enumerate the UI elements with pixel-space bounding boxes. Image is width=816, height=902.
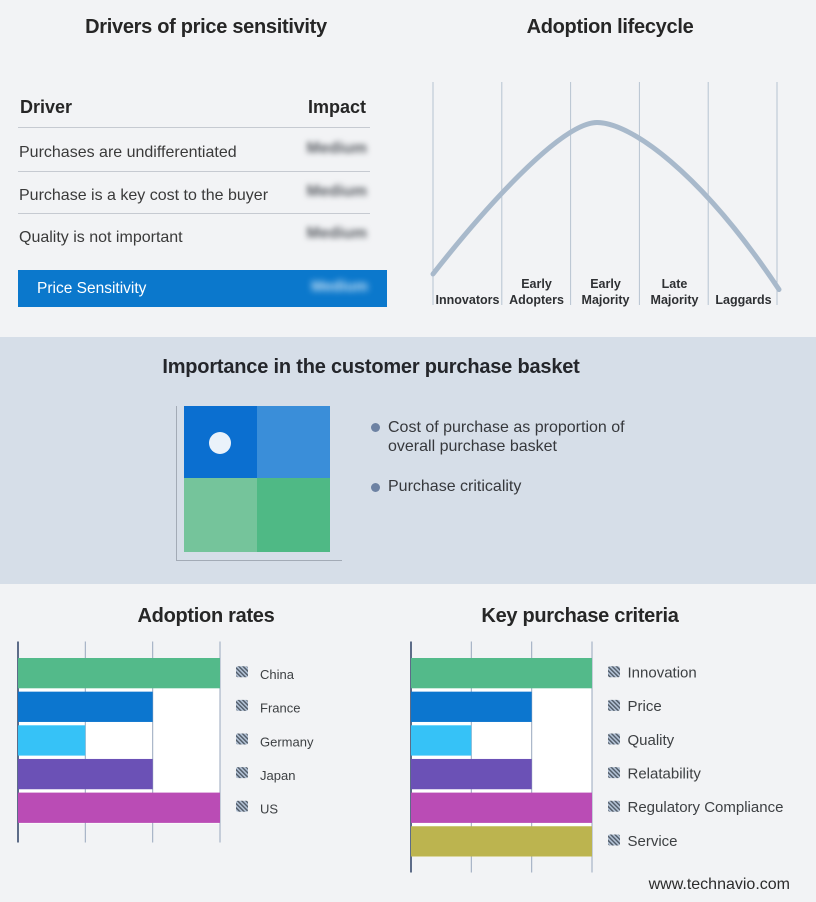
svg-text:Innovation: Innovation [628,665,697,682]
svg-text:US: US [260,802,278,817]
svg-text:China: China [260,667,295,682]
svg-text:Price: Price [628,698,662,715]
svg-text:Japan: Japan [260,768,295,783]
svg-text:Germany: Germany [260,734,314,749]
svg-text:Relatability: Relatability [628,765,702,782]
svg-text:Regulatory Compliance: Regulatory Compliance [628,799,784,816]
svg-text:France: France [260,701,300,716]
svg-text:Quality: Quality [628,732,675,749]
svg-text:Service: Service [628,833,678,850]
